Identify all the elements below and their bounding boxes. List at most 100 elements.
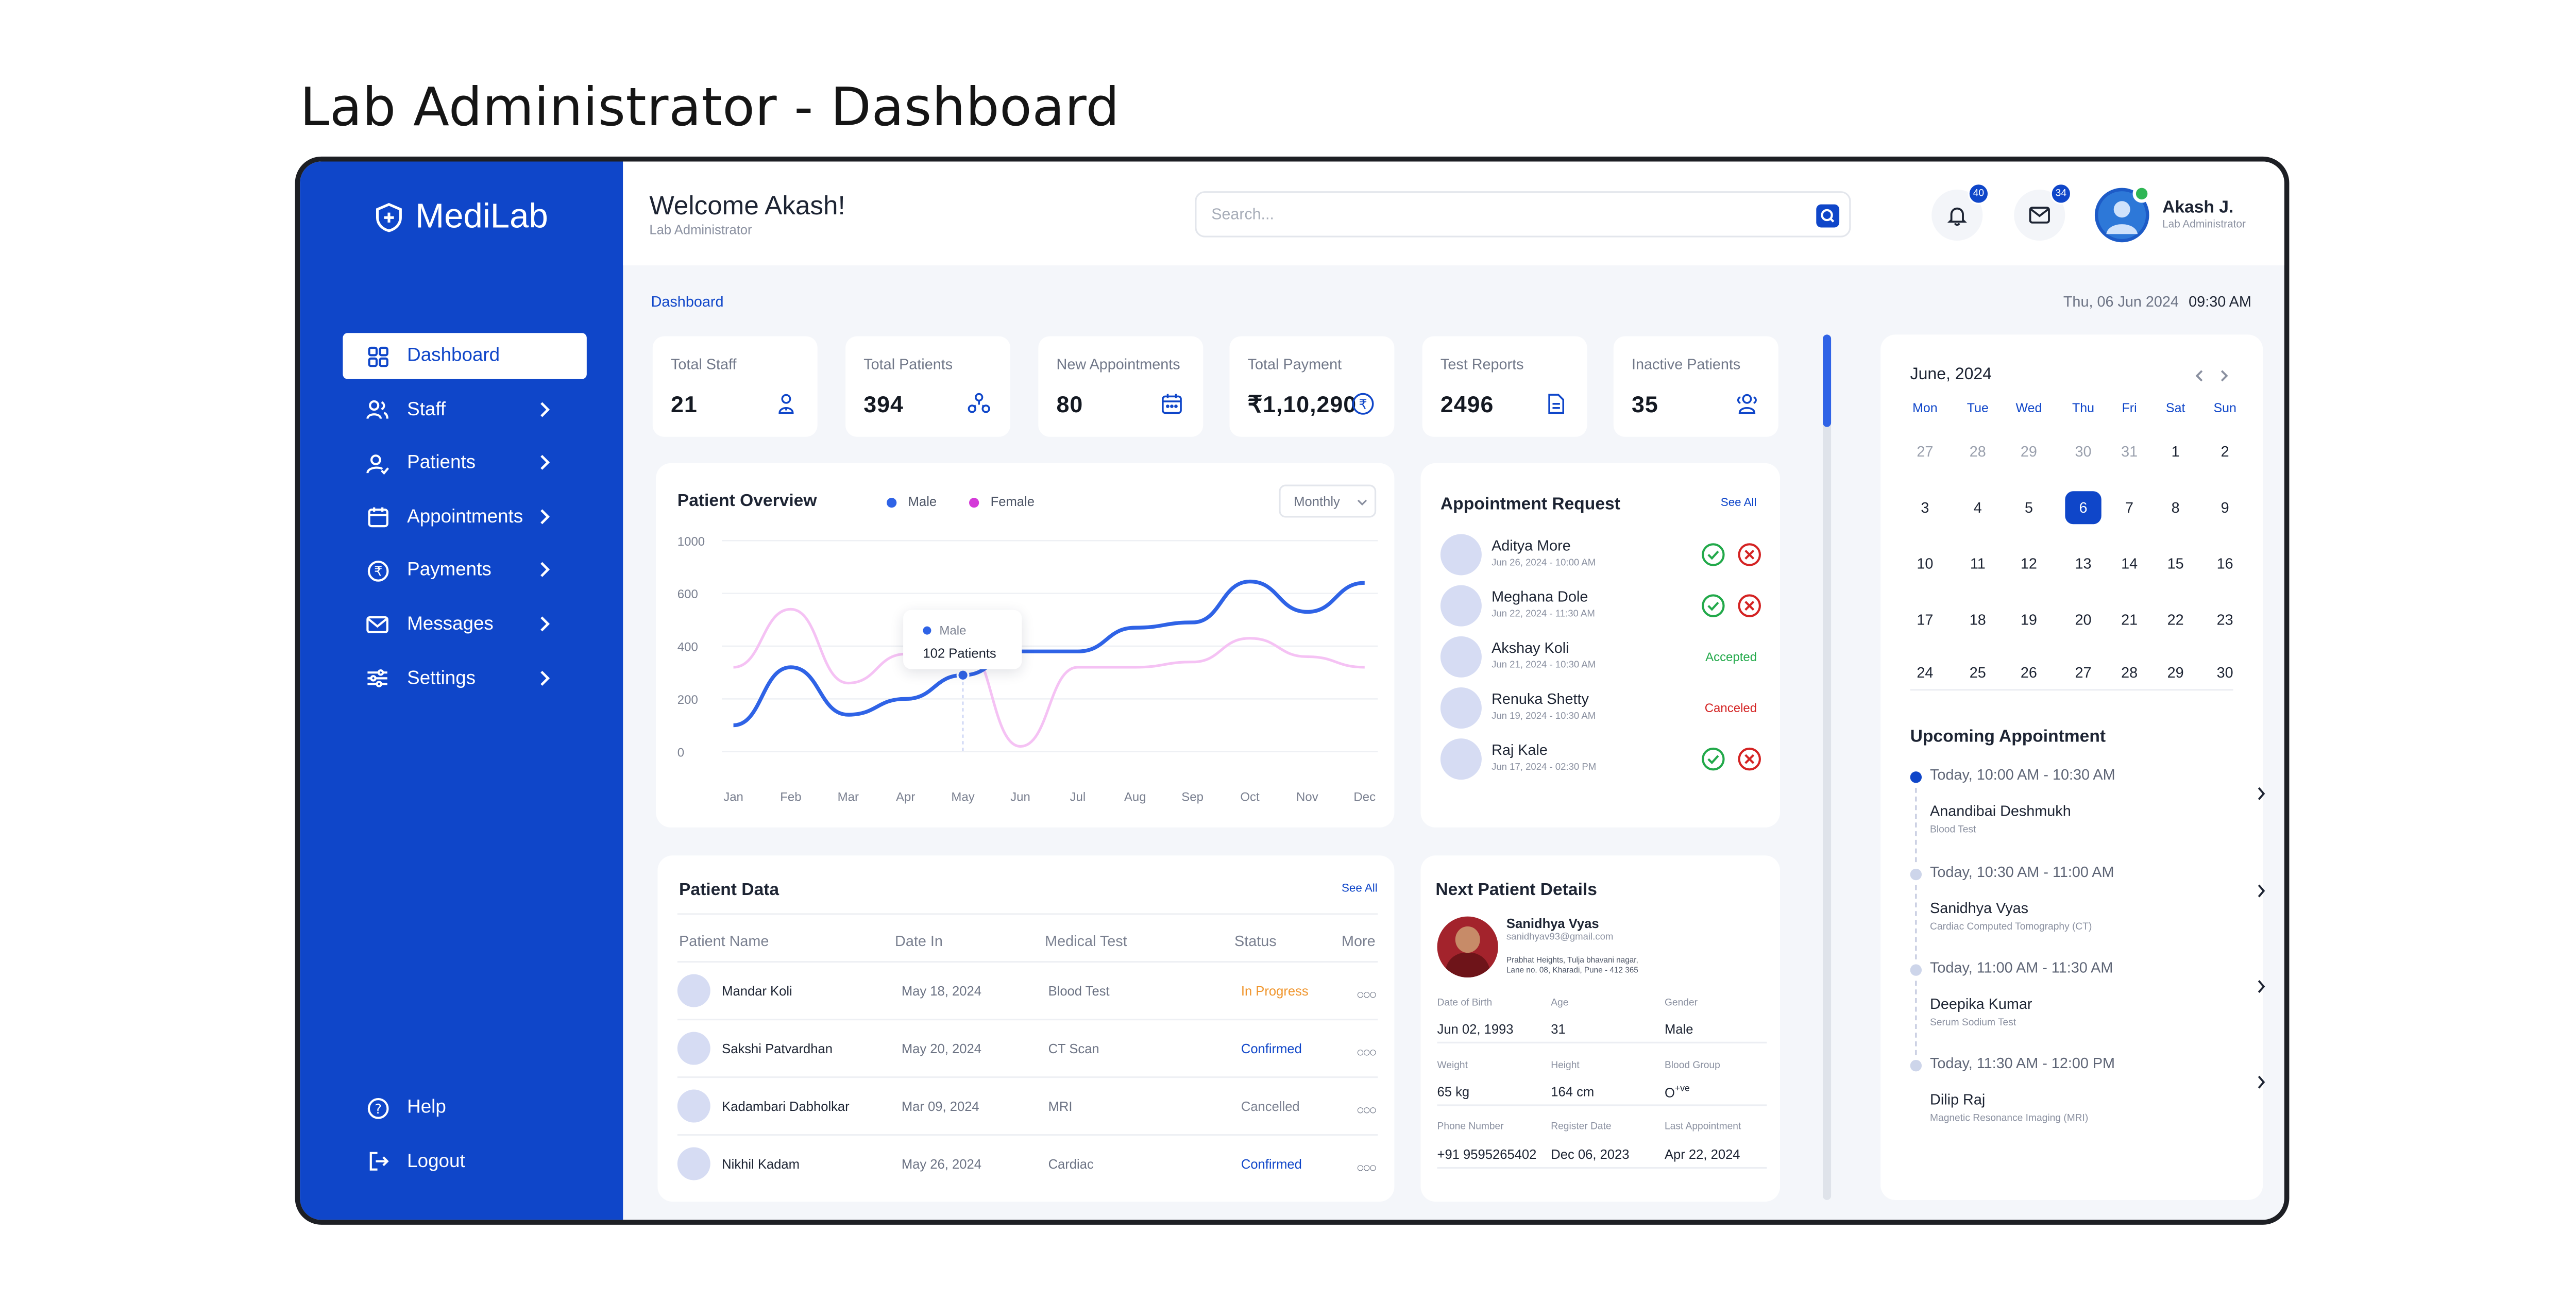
scrollbar-thumb[interactable] [1823, 334, 1832, 427]
column-header[interactable]: Medical Test [1045, 933, 1127, 950]
calendar-day[interactable]: 15 [2167, 555, 2184, 572]
table-row[interactable]: Sakshi Patvardhan May 20, 2024 CT Scan C… [677, 1018, 1378, 1076]
breadcrumb[interactable]: Dashboard [651, 293, 724, 310]
table-row[interactable]: Mandar Koli May 18, 2024 Blood Test In P… [677, 961, 1378, 1019]
accept-check-icon[interactable] [1701, 542, 1725, 567]
notifications-button[interactable]: 40 [1931, 183, 1990, 241]
calendar-day[interactable]: 29 [2167, 664, 2184, 681]
chevron-right-icon[interactable] [2256, 884, 2266, 899]
chevron-right-icon[interactable] [2256, 786, 2266, 801]
accept-check-icon[interactable] [1701, 747, 1725, 771]
calendar-day[interactable]: 2 [2221, 443, 2229, 460]
highlight-point[interactable] [956, 668, 970, 682]
calendar-day[interactable]: 12 [2020, 555, 2037, 572]
period-select[interactable]: Monthly [1279, 484, 1377, 518]
sidebar-item-help[interactable]: ? Help [343, 1085, 586, 1131]
appointment-request-item[interactable]: Raj Kale Jun 17, 2024 - 02:30 PM [1440, 738, 1764, 781]
upcoming-appointment-item[interactable]: Today, 10:00 AM - 10:30 AM Anandibai Des… [1910, 767, 2265, 863]
stat-card-total-payment[interactable]: Total Payment ₹1,10,290 ₹ [1229, 336, 1395, 437]
stat-card-total-staff[interactable]: Total Staff 21 [652, 336, 818, 437]
calendar-day[interactable]: 17 [1917, 611, 1934, 628]
calendar-day[interactable]: 5 [2024, 499, 2033, 516]
reject-x-icon[interactable] [1737, 747, 1762, 771]
calendar-day[interactable]: 20 [2075, 611, 2092, 628]
chevron-right-icon[interactable] [2218, 369, 2230, 383]
see-all-link[interactable]: See All [1341, 883, 1378, 896]
calendar-day[interactable]: 10 [1917, 555, 1934, 572]
appointment-request-item[interactable]: Meghana Dole Jun 22, 2024 - 11:30 AM [1440, 585, 1764, 628]
avatar[interactable] [2094, 188, 2149, 243]
see-all-link[interactable]: See All [1720, 498, 1757, 510]
chevron-right-icon[interactable] [2256, 1075, 2266, 1090]
calendar-day[interactable]: 16 [2216, 555, 2233, 572]
upcoming-appointment-item[interactable]: Today, 10:30 AM - 11:00 AM Sanidhya Vyas… [1910, 864, 2265, 959]
stat-card-total-patients[interactable]: Total Patients 394 [845, 336, 1010, 437]
column-header[interactable]: More [1341, 933, 1376, 950]
chevron-right-icon[interactable] [2256, 979, 2266, 994]
calendar-day[interactable]: 30 [2075, 443, 2092, 460]
column-header[interactable]: Patient Name [679, 933, 769, 950]
calendar-day[interactable]: 31 [2121, 443, 2138, 460]
calendar-day[interactable]: 13 [2075, 555, 2092, 572]
calendar-day[interactable]: 29 [2020, 443, 2037, 460]
calendar-day[interactable]: 7 [2125, 499, 2134, 516]
more-options-icon[interactable]: ○○○ [1356, 1160, 1377, 1175]
reject-x-icon[interactable] [1737, 542, 1762, 567]
upcoming-appointment-item[interactable]: Today, 11:30 AM - 12:00 PM Dilip Raj Mag… [1910, 1055, 2265, 1151]
stat-card-test-reports[interactable]: Test Reports 2496 [1422, 336, 1587, 437]
calendar-day[interactable]: 4 [1973, 499, 1982, 516]
calendar-day[interactable]: 18 [1969, 611, 1986, 628]
calendar-day[interactable]: 26 [2020, 664, 2037, 681]
search-button[interactable] [1816, 204, 1840, 228]
brand-logo[interactable]: MediLab [372, 198, 548, 238]
calendar-day[interactable]: 22 [2167, 611, 2184, 628]
more-options-icon[interactable]: ○○○ [1356, 1103, 1377, 1118]
column-header[interactable]: Status [1234, 933, 1277, 950]
more-options-icon[interactable]: ○○○ [1356, 1045, 1377, 1060]
field-value: Jun 02, 1993 [1437, 1022, 1514, 1037]
scrollbar-track[interactable] [1823, 334, 1832, 1200]
column-header[interactable]: Date In [895, 933, 943, 950]
sidebar-item-dashboard[interactable]: Dashboard [343, 333, 587, 379]
table-row[interactable]: Kadambari Dabholkar Mar 09, 2024 MRI Can… [677, 1076, 1378, 1134]
sidebar-item-staff[interactable]: Staff [343, 386, 586, 433]
sidebar-item-payments[interactable]: ₹ Payments [343, 548, 586, 594]
search-input[interactable]: Search... [1195, 191, 1851, 238]
chevron-left-icon[interactable] [2194, 369, 2205, 383]
calendar-day[interactable]: 24 [1917, 664, 1934, 681]
calendar-day[interactable]: 23 [2216, 611, 2233, 628]
calendar-day[interactable]: 25 [1969, 664, 1986, 681]
divider [1437, 1041, 1767, 1043]
user-name[interactable]: Akash J. [2162, 197, 2234, 218]
appointment-request-item[interactable]: Aditya More Jun 26, 2024 - 10:00 AM [1440, 534, 1764, 577]
sidebar-item-logout[interactable]: Logout [343, 1138, 586, 1185]
upcoming-appointment-item[interactable]: Today, 11:00 AM - 11:30 AM Deepika Kumar… [1910, 959, 2265, 1055]
calendar-day[interactable]: 27 [2075, 664, 2092, 681]
calendar-day[interactable]: 27 [1917, 443, 1934, 460]
accept-check-icon[interactable] [1701, 594, 1725, 618]
calendar-day[interactable]: 1 [2171, 443, 2180, 460]
reject-x-icon[interactable] [1737, 594, 1762, 618]
stat-card-inactive-patients[interactable]: Inactive Patients 35 [1613, 336, 1778, 437]
stat-card-new-appointments[interactable]: New Appointments 80 [1038, 336, 1204, 437]
appointment-request-item[interactable]: Akshay Koli Jun 21, 2024 - 10:30 AM Acce… [1440, 636, 1764, 679]
calendar-day[interactable]: 9 [2221, 499, 2229, 516]
appointment-request-item[interactable]: Renuka Shetty Jun 19, 2024 - 10:30 AM Ca… [1440, 687, 1764, 730]
calendar-day[interactable]: 30 [2216, 664, 2233, 681]
sidebar-item-settings[interactable]: Settings [343, 655, 586, 702]
sidebar-item-messages[interactable]: Messages [343, 602, 586, 648]
calendar-day[interactable]: 6 [2065, 491, 2102, 525]
calendar-day[interactable]: 11 [1970, 555, 1986, 572]
table-row[interactable]: Nikhil Kadam May 26, 2024 Cardiac Confir… [677, 1134, 1378, 1192]
calendar-day[interactable]: 3 [1921, 499, 1929, 516]
calendar-day[interactable]: 28 [2121, 664, 2138, 681]
calendar-day[interactable]: 21 [2121, 611, 2138, 628]
calendar-day[interactable]: 14 [2121, 555, 2138, 572]
calendar-day[interactable]: 8 [2171, 499, 2180, 516]
calendar-day[interactable]: 19 [2020, 611, 2037, 628]
calendar-day[interactable]: 28 [1969, 443, 1986, 460]
sidebar-item-patients[interactable]: Patients [343, 441, 586, 487]
messages-button[interactable]: 34 [2014, 183, 2072, 241]
sidebar-item-appointments[interactable]: Appointments [343, 494, 586, 541]
more-options-icon[interactable]: ○○○ [1356, 987, 1377, 1002]
